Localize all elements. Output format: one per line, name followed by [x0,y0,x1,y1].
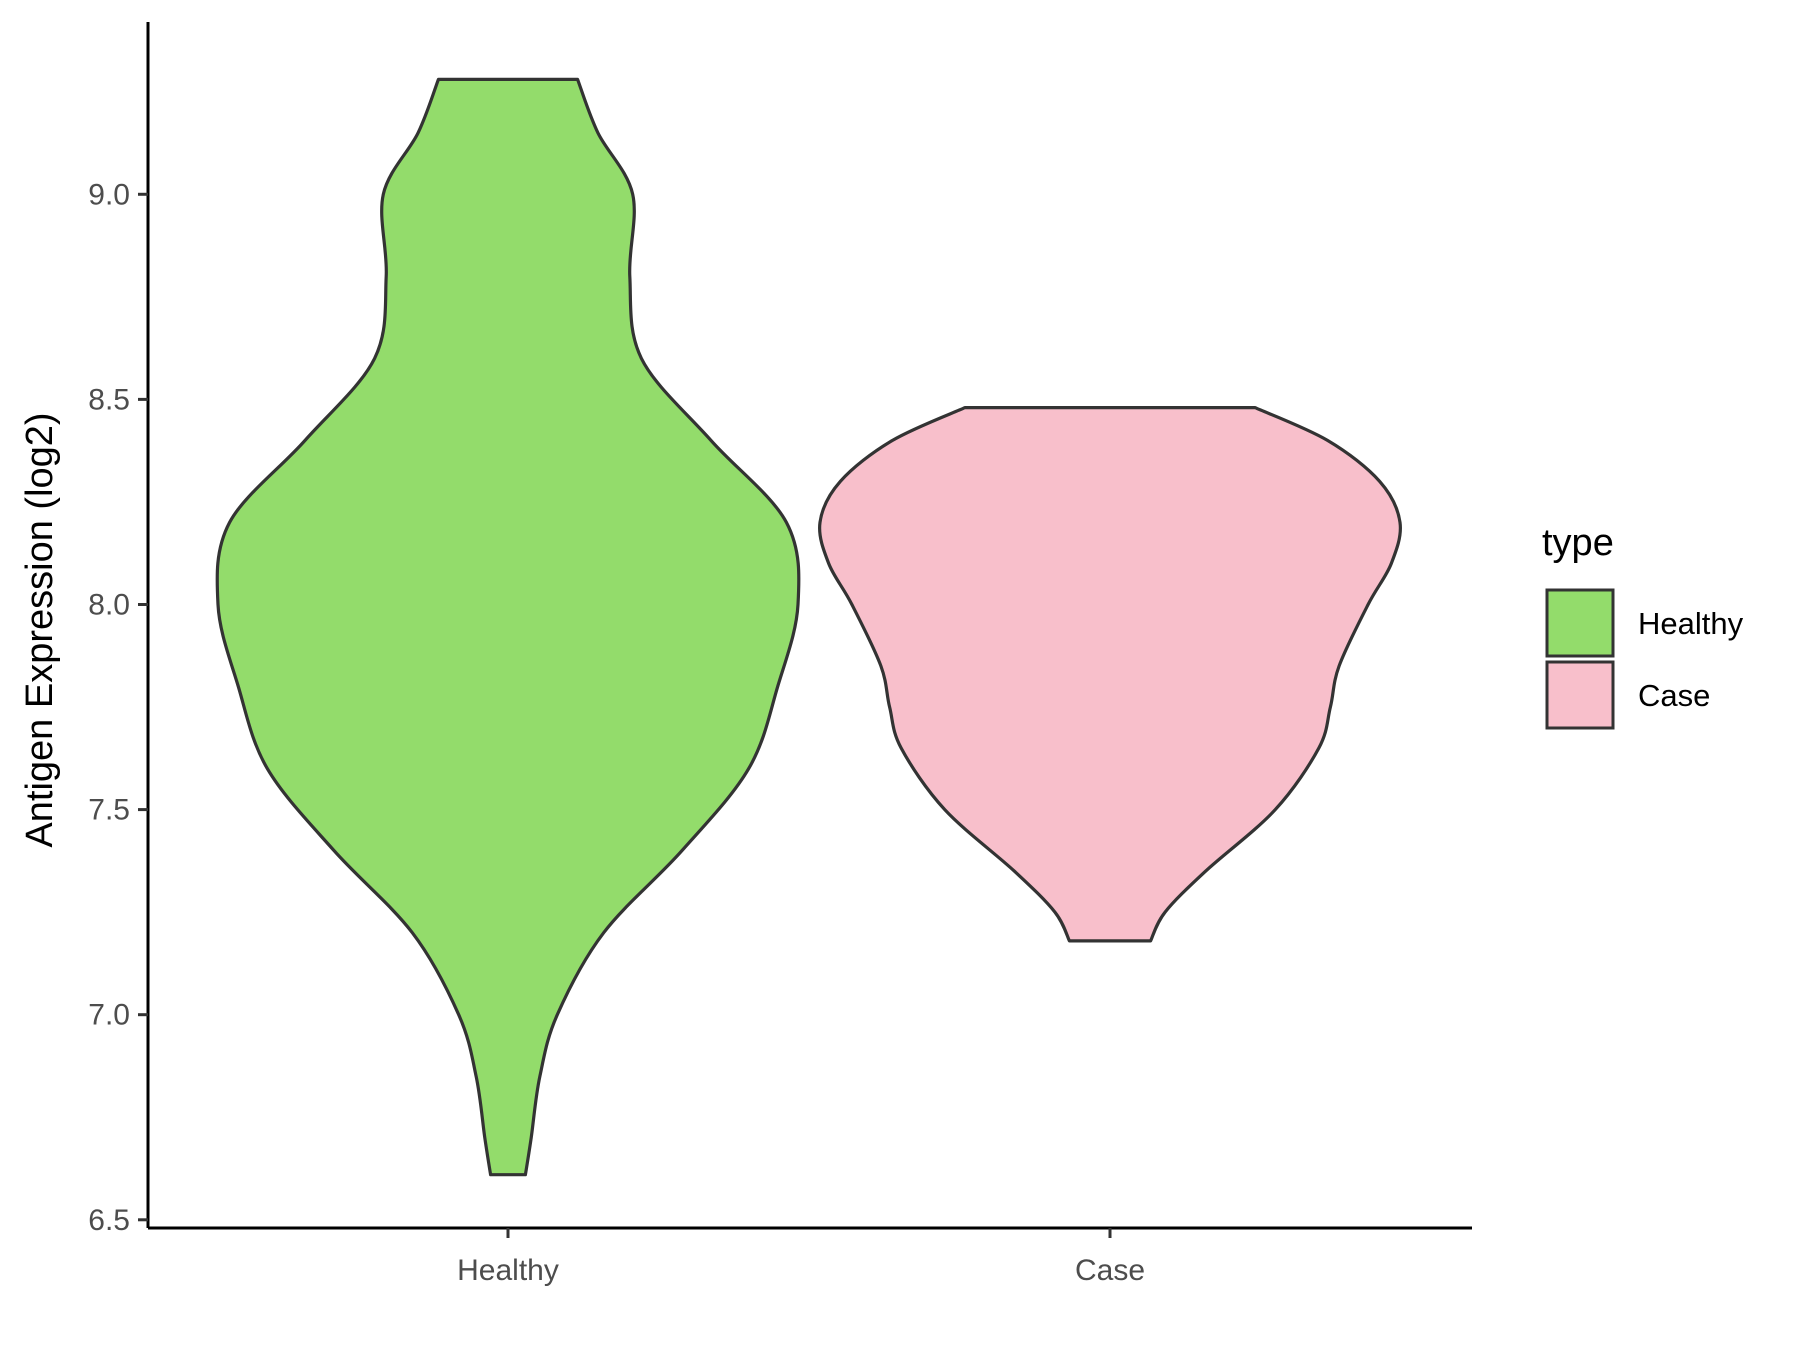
y-tick: 6.5 [88,1204,148,1237]
legend-entry-healthy: Healthy [1545,588,1744,658]
x-tick: Case [1075,1228,1145,1287]
x-tick-label: Case [1075,1254,1145,1287]
y-tick-label: 8.5 [88,383,130,416]
y-tick: 7.5 [88,794,148,827]
legend-entries: Healthy Case [1545,588,1744,730]
x-axis-ticks: Healthy Case [457,1228,1145,1287]
x-tick-label: Healthy [457,1254,559,1287]
y-tick-label: 9.0 [88,178,130,211]
violin-case [818,406,1402,943]
y-tick-label: 6.5 [88,1204,130,1237]
legend-label: Case [1638,678,1710,713]
y-tick-label: 7.0 [88,999,130,1032]
legend: type Healthy Case [1542,522,1744,730]
y-tick: 8.0 [88,588,148,621]
legend-title: type [1542,522,1614,564]
legend-swatch [1545,660,1615,730]
violins-layer [215,77,1402,1177]
y-tick: 7.0 [88,999,148,1032]
y-tick: 9.0 [88,178,148,211]
x-tick: Healthy [457,1228,559,1287]
y-axis-title: Antigen Expression (log2) [19,412,61,847]
legend-label: Healthy [1638,606,1744,641]
y-tick-label: 7.5 [88,794,130,827]
y-tick-label: 8.0 [88,588,130,621]
y-axis-ticks: 6.5 7.0 7.5 8.0 8.5 9.0 [88,178,148,1237]
legend-swatch [1545,588,1615,658]
violin-healthy [215,77,801,1177]
legend-entry-case: Case [1545,660,1710,730]
y-tick: 8.5 [88,383,148,416]
